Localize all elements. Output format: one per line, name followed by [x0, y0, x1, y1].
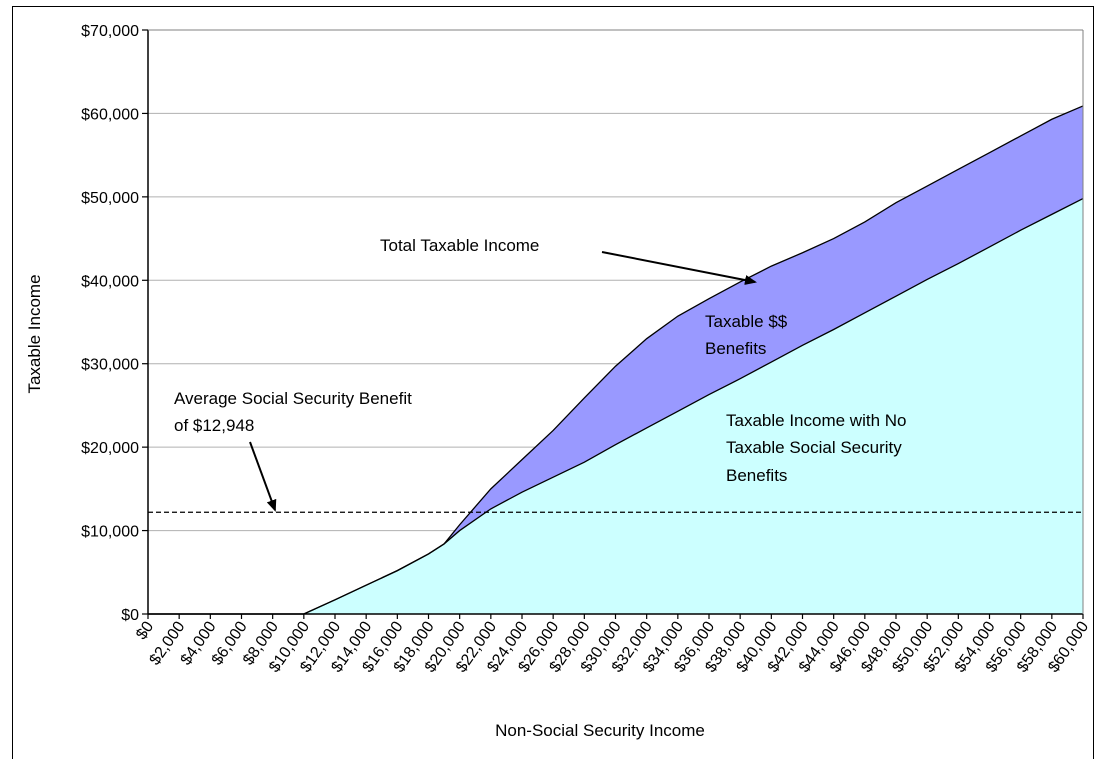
y-tick-label: $10,000: [81, 524, 139, 541]
total-taxable-arrow: [601, 251, 757, 285]
x-axis-title: Non-Social Security Income: [495, 721, 705, 740]
x-tick-labels: $0$2,000$4,000$6,000$8,000$10,000$12,000…: [133, 614, 1092, 676]
y-tick-label: $30,000: [81, 357, 139, 374]
ss-benefits-annotation-line1: Taxable $$: [705, 312, 788, 331]
y-tick-label: $0: [121, 607, 139, 624]
average-benefit-arrow: [249, 441, 277, 512]
ss-benefits-annotation-line2: Benefits: [705, 339, 766, 358]
area-series: [148, 105, 1084, 615]
no-taxable-annotation-line1: Taxable Income with No: [726, 411, 906, 430]
no-taxable-ss-area: [148, 198, 1083, 615]
total-taxable-annotation: Total Taxable Income: [380, 236, 539, 255]
y-tick-labels: $0 $10,000 $20,000 $30,000 $40,000 $50,000 $60…: [81, 23, 148, 624]
y-tick-label: $60,000: [81, 106, 139, 123]
chart-frame: [12, 6, 1094, 759]
no-taxable-ss-line: [148, 197, 1084, 615]
average-benefit-annotation-line1: Average Social Security Benefit: [174, 389, 412, 408]
y-tick-label: $20,000: [81, 440, 139, 457]
y-tick-label: $50,000: [81, 190, 139, 207]
average-benefit-annotation-line2: of $12,948: [174, 416, 254, 435]
no-taxable-annotation-line3: Benefits: [726, 466, 787, 485]
y-tick-label: $40,000: [81, 273, 139, 290]
y-tick-label: $70,000: [81, 23, 139, 40]
no-taxable-annotation-line2: Taxable Social Security: [726, 438, 902, 457]
y-axis-title: Taxable Income: [25, 274, 44, 393]
